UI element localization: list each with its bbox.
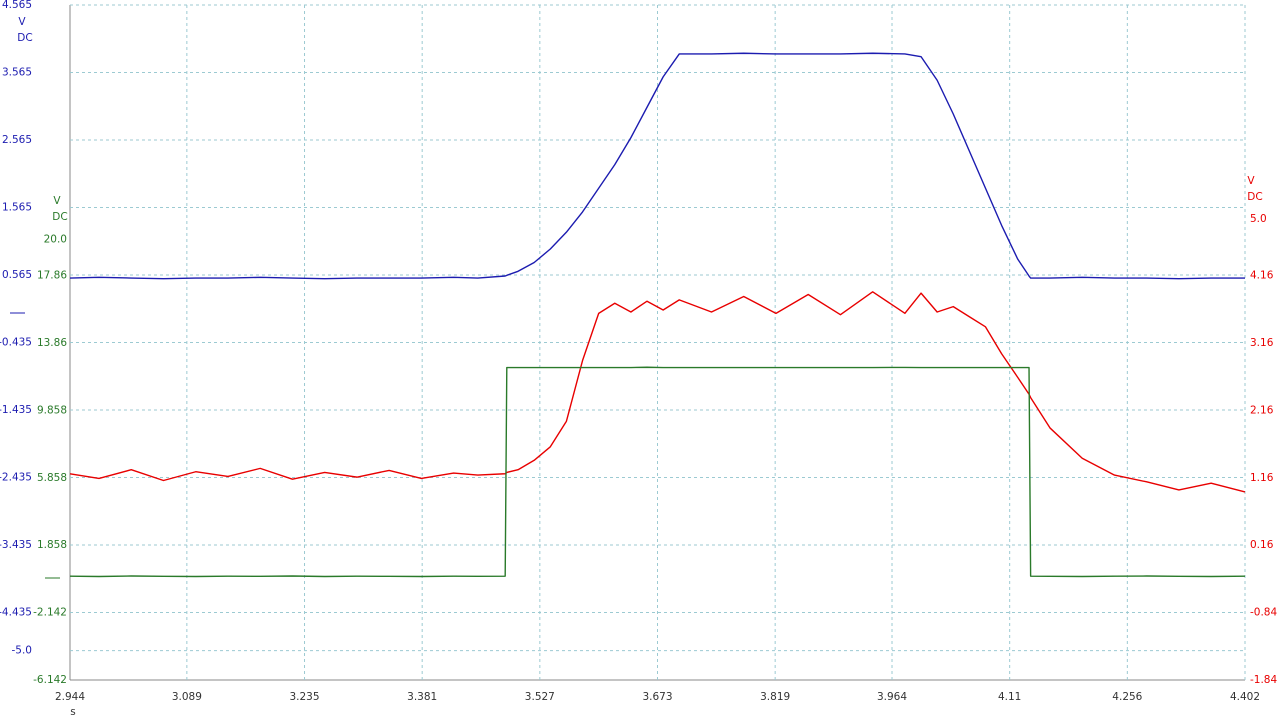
y2-tick-label: 1.16 [1250,472,1274,484]
series-line [69,366,1246,578]
y3-tick-label: 5.858 [37,472,67,484]
x-tick-label: 4.256 [1112,691,1142,703]
y-tick-label: -4.435 [0,607,32,619]
y-tick-label: 2.565 [2,134,32,146]
series-line [69,52,1245,280]
y3-tick-label: 9.858 [37,404,67,416]
x-axis-label: s [70,706,75,718]
y3-tick-label: 20.0 [44,234,67,246]
y3-tick-label: -6.142 [33,674,67,686]
y3-unit: V [53,195,61,207]
y2-tick-label: 3.16 [1250,337,1274,349]
y2-tick-label: 5.0 [1250,213,1267,225]
y-tick-label: -3.435 [0,539,32,551]
series-line [69,291,1246,493]
y-coupling: DC [17,32,32,44]
y2-tick-label: 4.16 [1250,270,1274,282]
x-tick-label: 3.673 [642,691,672,703]
y3-tick-label: 17.86 [37,270,67,282]
y-tick-label: 1.565 [2,202,32,214]
x-tick-label: 4.402 [1230,691,1260,703]
y2-coupling: DC [1247,191,1262,203]
y-tick-label: 4.565 [2,0,32,11]
y3-tick-label: 1.858 [37,539,67,551]
x-tick-label: 4.11 [998,691,1021,703]
y2-tick-label: 0.16 [1250,539,1274,551]
y-tick-label: -0.435 [0,337,32,349]
y2-tick-label: -1.84 [1250,674,1277,686]
y-tick-label: 3.565 [2,67,32,79]
y-tick-label: 0.565 [2,269,32,281]
x-tick-label: 3.964 [877,691,907,703]
y3-tick-label: 13.86 [37,337,67,349]
y2-tick-label: 2.16 [1250,404,1274,416]
x-tick-label: 3.527 [525,691,555,703]
y-tick-label: -5.0 [12,645,33,657]
y-tick-label: -2.435 [0,472,32,484]
x-tick-label: 2.944 [55,691,85,703]
y-unit: V [18,16,26,28]
y3-coupling: DC [52,211,67,223]
y2-unit: V [1247,175,1255,187]
x-tick-label: 3.381 [407,691,437,703]
y-tick-label: -1.435 [0,404,32,416]
y3-tick-label: -2.142 [33,607,67,619]
x-tick-label: 3.089 [172,691,202,703]
y2-tick-label: -0.84 [1250,607,1277,619]
x-tick-label: 3.819 [760,691,790,703]
x-tick-label: 3.235 [289,691,319,703]
